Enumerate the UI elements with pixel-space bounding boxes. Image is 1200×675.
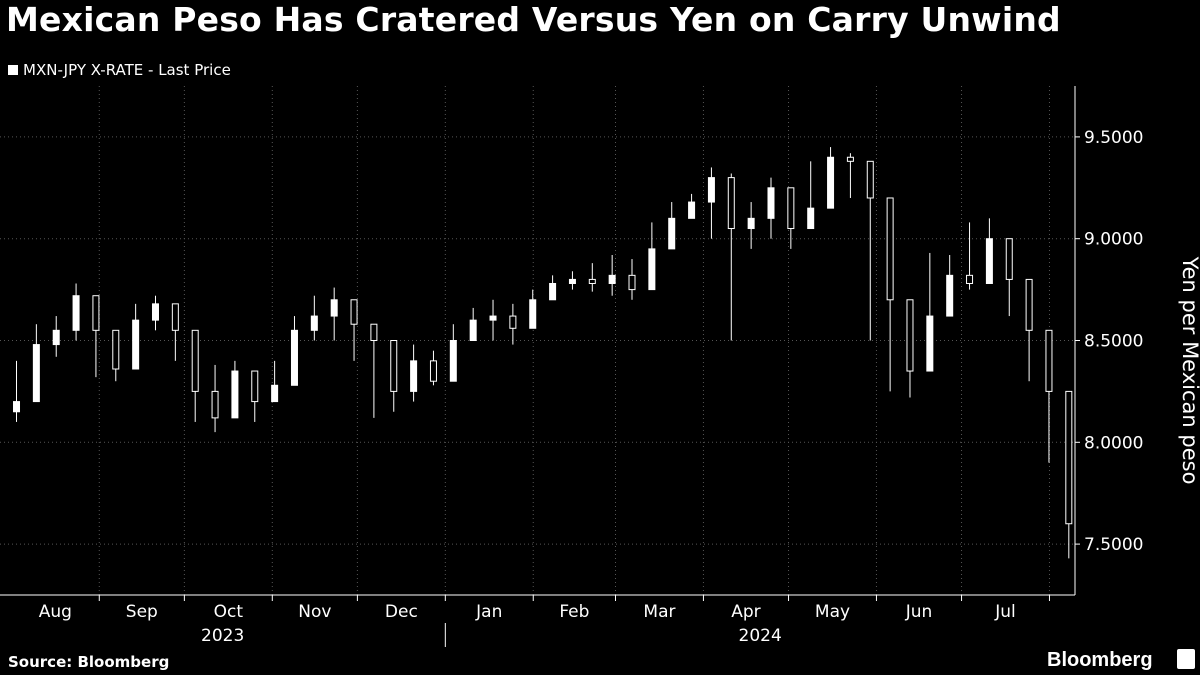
candle-body bbox=[807, 207, 815, 230]
xtick-label: May bbox=[815, 602, 850, 622]
candle-body bbox=[350, 299, 358, 325]
candle-body bbox=[290, 329, 298, 386]
candle-body bbox=[568, 278, 576, 284]
xtick-label: Jun bbox=[905, 602, 933, 622]
ytick-label: 8.0000 bbox=[1084, 433, 1143, 453]
candle-body bbox=[628, 274, 636, 291]
candle-body bbox=[72, 295, 80, 331]
candle-body bbox=[985, 238, 993, 284]
candle-body bbox=[886, 197, 894, 301]
candle-body bbox=[92, 295, 100, 331]
candle-body bbox=[271, 384, 279, 403]
source-note: Source: Bloomberg bbox=[8, 653, 170, 671]
candle-body bbox=[1065, 390, 1073, 525]
candle-body bbox=[926, 315, 934, 372]
candle-body bbox=[1045, 329, 1053, 392]
candle-body bbox=[211, 390, 219, 419]
candle-body bbox=[1005, 238, 1013, 280]
xtick-label: Jan bbox=[475, 602, 502, 622]
candle-body bbox=[688, 201, 696, 219]
xtick-label: Dec bbox=[385, 602, 418, 622]
legend-label: MXN-JPY X-RATE - Last Price bbox=[23, 61, 231, 79]
candle-body bbox=[469, 319, 477, 342]
candle-body bbox=[946, 274, 954, 317]
candle-body bbox=[32, 344, 40, 403]
candle-body bbox=[151, 303, 159, 321]
candle-body bbox=[747, 217, 755, 230]
candle-body bbox=[330, 299, 338, 317]
candle-body bbox=[390, 340, 398, 392]
candle-body bbox=[727, 177, 735, 230]
candle-body bbox=[509, 315, 517, 329]
candle-body bbox=[112, 329, 120, 370]
xtick-label: Oct bbox=[214, 602, 244, 622]
candle-body bbox=[191, 329, 199, 392]
legend: MXN-JPY X-RATE - Last Price bbox=[8, 61, 231, 79]
legend-swatch bbox=[8, 65, 18, 75]
candle-body bbox=[13, 401, 21, 413]
candle-body bbox=[1025, 278, 1033, 331]
candle-body bbox=[787, 187, 795, 230]
candle-body bbox=[707, 177, 715, 203]
candle-body bbox=[410, 360, 418, 392]
candle-body bbox=[827, 156, 835, 209]
chart-title: Mexican Peso Has Cratered Versus Yen on … bbox=[6, 0, 1061, 39]
candle-body bbox=[52, 329, 60, 346]
candle-body bbox=[171, 303, 179, 331]
candle-body bbox=[251, 370, 259, 403]
xtick-label: Sep bbox=[126, 602, 158, 622]
ytick-label: 8.5000 bbox=[1084, 332, 1143, 352]
candle-body bbox=[846, 156, 854, 162]
candle-body bbox=[489, 315, 497, 321]
grid bbox=[0, 86, 1075, 595]
candle-body bbox=[648, 248, 656, 291]
candle-body bbox=[429, 360, 437, 382]
candle-body bbox=[132, 319, 140, 370]
candle-body bbox=[370, 323, 378, 342]
xtick-label: Feb bbox=[559, 602, 589, 622]
candle-body bbox=[310, 315, 318, 331]
candle-body bbox=[449, 340, 457, 382]
bloomberg-logo-icon bbox=[1177, 649, 1195, 669]
candle-body bbox=[767, 187, 775, 219]
year-label: 2023 bbox=[201, 626, 244, 646]
bloomberg-logo: Bloomberg bbox=[1047, 649, 1153, 671]
xtick-label: Mar bbox=[643, 602, 675, 622]
xtick-label: Apr bbox=[731, 602, 760, 622]
candle-body bbox=[966, 274, 974, 284]
candle-body bbox=[608, 274, 616, 284]
candle-body bbox=[529, 299, 537, 329]
xtick-label: Jul bbox=[994, 602, 1016, 622]
ytick-label: 9.5000 bbox=[1084, 128, 1143, 148]
candles bbox=[13, 147, 1073, 559]
candle-body bbox=[549, 282, 557, 301]
xtick-label: Aug bbox=[39, 602, 72, 622]
candle-body bbox=[906, 299, 914, 372]
ytick-label: 7.5000 bbox=[1084, 535, 1143, 555]
candle-body bbox=[866, 160, 874, 199]
year-label: 2024 bbox=[739, 626, 782, 646]
ytick-label: 9.0000 bbox=[1084, 230, 1143, 250]
candle-body bbox=[231, 370, 239, 419]
candle-body bbox=[668, 217, 676, 250]
xtick-label: Nov bbox=[298, 602, 331, 622]
y-axis-label: Yen per Mexican peso bbox=[1178, 256, 1200, 485]
axes: 9.5000 9.0000 8.5000 8.0000 7.5000 Aug Sep Oct N… bbox=[0, 86, 1200, 647]
candle-body bbox=[588, 278, 596, 284]
